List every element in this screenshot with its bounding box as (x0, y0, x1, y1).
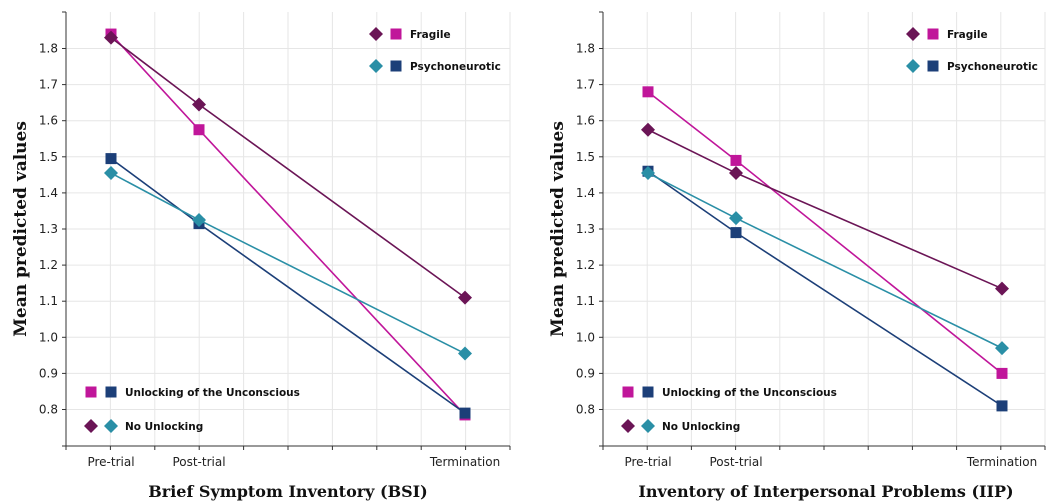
series-fragile-no-unlocking (104, 30, 472, 305)
legend-psychoneurotic: Psychoneurotic (369, 59, 501, 73)
x-tick-label: Post-trial (172, 455, 225, 469)
y-tick-label: 0.9 (576, 366, 595, 380)
data-point (192, 212, 206, 227)
chart-bsi: 0.8 0.9 1.0 1.1 1.2 1.3 1.4 1.5 1.6 1.7 1.8 Pre-tri… (11, 11, 511, 501)
legend-no-unlocking: No Unlocking (621, 419, 740, 433)
data-point (105, 153, 117, 165)
y-tick-label: 1.3 (576, 222, 595, 236)
legend-label: Psychoneurotic (410, 61, 501, 73)
series-line (647, 91, 1003, 375)
legend-marker (927, 60, 939, 72)
y-tick-label: 1.4 (39, 186, 58, 200)
legend-marker (369, 27, 383, 41)
y-axis-title: Mean predicted values (548, 121, 568, 337)
series-psycho-no-unlocking (641, 166, 1009, 356)
legend-marker (927, 28, 939, 40)
y-tick-label: 1.8 (39, 42, 58, 56)
legend-label: Unlocking of the Unconscious (662, 387, 837, 399)
legend-marker (105, 386, 117, 398)
legend-fragile: Fragile (906, 27, 988, 41)
data-point (642, 86, 654, 98)
legend-marker (622, 386, 634, 398)
y-tick-label: 0.8 (576, 403, 595, 417)
x-tick-label: Post-trial (709, 455, 762, 469)
y-tick-label: 1.6 (39, 114, 58, 128)
series-line (647, 172, 1003, 349)
legend-label: Fragile (410, 29, 451, 41)
legend-label: Psychoneurotic (947, 61, 1038, 73)
data-point (995, 341, 1009, 356)
data-point (729, 166, 743, 181)
series-fragile-unlocking (642, 86, 1008, 379)
y-tick-label: 1.2 (576, 258, 595, 272)
data-point (730, 154, 742, 166)
legend-marker (641, 419, 655, 433)
legend-no-unlocking: No Unlocking (84, 419, 203, 433)
data-point (641, 166, 655, 181)
data-point (192, 97, 206, 112)
series-psycho-unlocking (642, 165, 1008, 412)
data-point (729, 211, 743, 226)
x-axis-title: Brief Symptom Inventory (BSI) (148, 482, 427, 501)
legend-marker (642, 386, 654, 398)
y-tick-label: 1.8 (576, 42, 595, 56)
legend-marker (85, 386, 97, 398)
data-point (996, 400, 1008, 412)
legend-psychoneurotic: Psychoneurotic (906, 59, 1038, 73)
x-tick-label: Termination (429, 455, 500, 469)
data-point (104, 166, 118, 181)
y-axis-title: Mean predicted values (11, 121, 31, 337)
legend-marker (390, 60, 402, 72)
y-tick-label: 1.1 (576, 294, 595, 308)
x-axis-title: Inventory of Interpersonal Problems (IIP… (638, 482, 1013, 501)
legend-marker (906, 59, 920, 73)
x-tick-label: Pre-trial (624, 455, 671, 469)
legend-label: Unlocking of the Unconscious (125, 387, 300, 399)
legend-marker (84, 419, 98, 433)
y-tick-label: 0.9 (39, 366, 58, 380)
data-point (193, 124, 205, 136)
y-tick-label: 1.5 (576, 150, 595, 164)
y-tick-label: 1.0 (576, 330, 595, 344)
series-fragile-no-unlocking (641, 122, 1009, 296)
legend-marker (369, 59, 383, 73)
y-tick-label: 1.0 (39, 330, 58, 344)
y-tick-label: 1.7 (39, 78, 58, 92)
legend-marker (906, 27, 920, 41)
legend-marker (104, 419, 118, 433)
legend-fragile: Fragile (369, 27, 451, 41)
legend-label: No Unlocking (125, 421, 203, 433)
y-tick-label: 1.2 (39, 258, 58, 272)
legend-label: No Unlocking (662, 421, 740, 433)
legend-unlocking: Unlocking of the Unconscious (85, 386, 300, 399)
y-tick-label: 1.1 (39, 294, 58, 308)
y-tick-label: 1.6 (576, 114, 595, 128)
series-psycho-no-unlocking (104, 166, 472, 361)
grid (65, 12, 511, 446)
y-tick-label: 1.5 (39, 150, 58, 164)
series-line (647, 170, 1003, 407)
data-point (459, 407, 471, 419)
x-tick-label: Pre-trial (87, 455, 134, 469)
data-point (995, 281, 1009, 296)
data-point (104, 30, 118, 45)
legend-label: Fragile (947, 29, 988, 41)
x-tick-label: Termination (966, 455, 1037, 469)
y-tick-label: 1.7 (576, 78, 595, 92)
y-tick-label: 1.3 (39, 222, 58, 236)
legend-marker (621, 419, 635, 433)
data-point (996, 367, 1008, 379)
data-point (641, 122, 655, 137)
y-tick-label: 0.8 (39, 403, 58, 417)
chart-iip: 0.8 0.9 1.0 1.1 1.2 1.3 1.4 1.5 1.6 1.7 1.8 Pre-tri… (548, 11, 1046, 501)
data-point (458, 346, 472, 361)
y-tick-label: 1.4 (576, 186, 595, 200)
data-point (458, 290, 472, 305)
legend-unlocking: Unlocking of the Unconscious (622, 386, 837, 399)
legend-marker (390, 28, 402, 40)
grid (602, 12, 1046, 446)
data-point (730, 227, 742, 239)
